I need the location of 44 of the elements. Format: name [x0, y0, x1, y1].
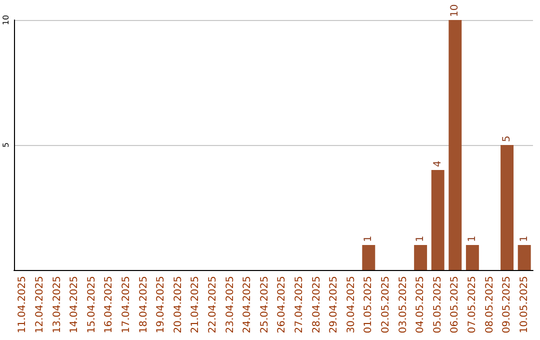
- x-tick-label: 13.04.2025: [52, 276, 63, 334]
- x-tick-label: 15.04.2025: [86, 276, 98, 334]
- x-tick-label: 11.04.2025: [17, 276, 28, 334]
- x-tick-label: 29.04.2025: [328, 276, 340, 334]
- bar: [518, 245, 531, 270]
- x-tick-label: 17.04.2025: [120, 276, 132, 334]
- x-tick-label: 18.04.2025: [138, 276, 150, 334]
- x-tick-label: 19.04.2025: [156, 276, 167, 334]
- x-tick-label: 30.04.2025: [346, 276, 357, 334]
- bar: [414, 245, 428, 270]
- x-tick-label: 12.04.2025: [34, 276, 46, 334]
- data-label: 1: [466, 236, 478, 242]
- x-tick-label: 09.05.2025: [502, 276, 513, 334]
- x-tick-label: 14.04.2025: [69, 276, 80, 334]
- x-tick-label: 22.04.2025: [207, 276, 218, 334]
- data-label: 1: [518, 236, 530, 242]
- data-label: 4: [432, 160, 444, 167]
- data-label: 1: [415, 236, 426, 242]
- x-tick-label: 01.05.2025: [363, 276, 374, 334]
- bar: [448, 20, 462, 270]
- x-tick-label: 02.05.2025: [380, 276, 392, 334]
- x-tick-label: 21.04.2025: [190, 276, 202, 334]
- x-tick-label: 25.04.2025: [259, 276, 270, 334]
- x-tick-label: 26.04.2025: [276, 276, 288, 334]
- x-tick-label: 27.04.2025: [294, 276, 305, 334]
- x-tick-label: 23.04.2025: [224, 276, 236, 334]
- x-tick-label: 03.05.2025: [398, 276, 409, 334]
- x-tick-label: 16.04.2025: [104, 276, 115, 334]
- x-tick-label: 05.05.2025: [432, 276, 444, 334]
- bar: [500, 145, 514, 270]
- bar: [362, 245, 376, 270]
- bar: [466, 245, 479, 270]
- x-tick-label: 28.04.2025: [311, 276, 322, 334]
- x-tick-label: 24.04.2025: [242, 276, 254, 334]
- x-tick-label: 07.05.2025: [466, 276, 478, 334]
- data-label: 10: [450, 4, 461, 17]
- x-tick-label: 08.05.2025: [484, 276, 496, 334]
- x-tick-label: 06.05.2025: [450, 276, 461, 334]
- data-label: 5: [502, 136, 513, 142]
- x-tick-label: 04.05.2025: [415, 276, 426, 334]
- x-tick-label: 20.04.2025: [172, 276, 184, 334]
- x-tick-label: 10.05.2025: [518, 276, 530, 334]
- data-label: 1: [363, 236, 374, 242]
- bar: [431, 170, 444, 270]
